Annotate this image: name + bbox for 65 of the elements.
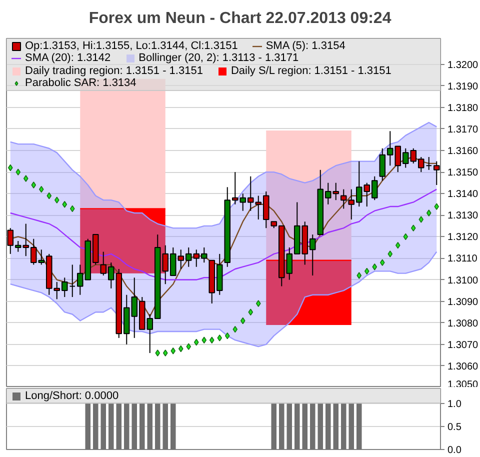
point (202, 336, 207, 344)
point (62, 200, 68, 208)
y-tick-label: 1.3120 (448, 232, 479, 244)
y-tick-label: 1.3190 (448, 81, 479, 92)
y-tick-label: 1.3140 (448, 189, 479, 200)
y-tick-label: 1.3110 (448, 254, 478, 265)
point (434, 203, 440, 210)
legend-label: SMA (5): 1.3154 (266, 40, 346, 52)
point (38, 186, 44, 193)
y-tick-label: 1.3160 (448, 146, 479, 158)
point (248, 308, 254, 316)
point (224, 332, 230, 340)
point (426, 210, 432, 216)
line-series (10, 188, 438, 280)
point (23, 175, 28, 182)
legend-label: Daily S/L region: 1.3151 - 1.3151 (230, 64, 392, 76)
point (410, 224, 416, 232)
point (372, 263, 378, 270)
legend-label: Long/Short: 0.0000 (25, 390, 119, 402)
line-series (10, 122, 438, 229)
legend-label: SMA (20): 1.3142 (25, 52, 111, 64)
point (70, 205, 75, 212)
point (217, 334, 222, 342)
point (240, 317, 246, 324)
point (8, 164, 13, 172)
point (209, 336, 214, 344)
y-tick-label: 1.3150 (448, 168, 479, 179)
y-tick-label: 0.5 (448, 422, 462, 434)
y-tick-label: 1.0 (448, 399, 462, 410)
point (395, 242, 400, 249)
point (380, 259, 385, 266)
candlestick (433, 160, 440, 186)
point (162, 350, 168, 356)
point (170, 347, 176, 354)
point (16, 168, 21, 176)
point (186, 343, 192, 350)
y-tick-label: 1.3170 (448, 124, 479, 136)
point (178, 345, 184, 352)
point (356, 272, 362, 279)
line-series (10, 251, 438, 348)
legend-label: Op:1.3153, Hi:1.3155, Lo:1.3144, Cl:1.3151 (25, 40, 238, 52)
y-tick-label: 1.3130 (448, 210, 479, 222)
point (155, 350, 160, 356)
y-tick-label: 1.3060 (448, 361, 479, 372)
point (388, 250, 393, 258)
y-tick-label: 1.3200 (448, 60, 479, 71)
point (364, 268, 370, 275)
y-tick-label: 1.3070 (448, 340, 479, 351)
y-tick-label: 1.3180 (448, 102, 479, 114)
y-tick-label: 1.3100 (448, 275, 479, 286)
point (31, 182, 36, 188)
legend-label: Bollinger (20, 2): 1.3113 - 1.3171 (138, 52, 299, 64)
y-tick-label: 1.3080 (448, 318, 479, 330)
point (418, 216, 424, 223)
y-tick-label: 0.0 (448, 445, 462, 456)
chart-title: Forex um Neun - Chart 22.07.2013 09:24 (88, 10, 392, 27)
point (403, 233, 408, 240)
point (232, 326, 238, 333)
point (194, 338, 199, 346)
point (54, 196, 60, 204)
legend-label: Parabolic SAR: 1.3134 (25, 77, 136, 89)
legend-label: Daily trading region: 1.3151 - 1.3151 (25, 64, 203, 76)
y-tick-label: 1.3090 (448, 296, 479, 308)
point (46, 192, 52, 200)
point (256, 300, 261, 307)
